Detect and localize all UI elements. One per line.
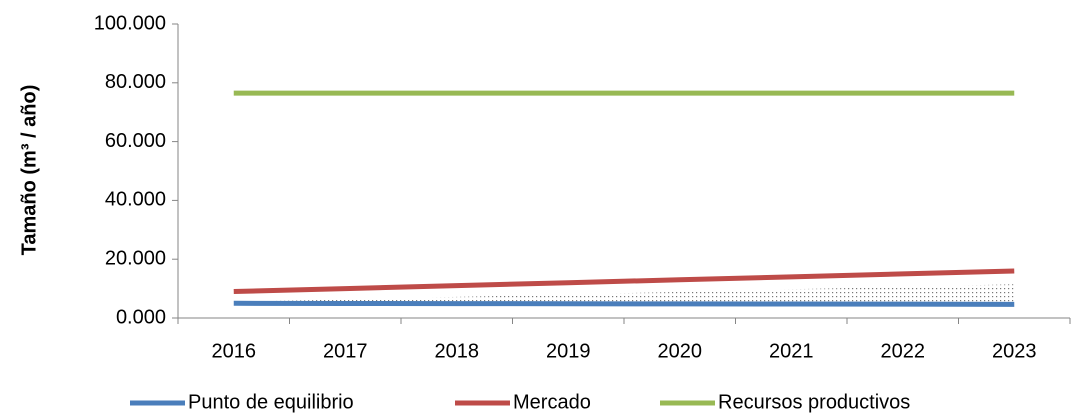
x-tick-label: 2019 xyxy=(546,340,591,362)
x-tick-label: 2016 xyxy=(212,340,257,362)
y-axis-title: Tamaño (m³ / año) xyxy=(18,85,40,256)
x-tick-label: 2023 xyxy=(992,340,1037,362)
y-tick-label: 40.000 xyxy=(105,189,166,211)
y-tick-label: 0.000 xyxy=(116,306,166,328)
area-band xyxy=(233,284,1015,305)
x-tick-label: 2022 xyxy=(881,340,926,362)
y-tick-label: 100.000 xyxy=(94,12,166,34)
y-tick-label: 20.000 xyxy=(105,247,166,269)
y-tick-label: 80.000 xyxy=(105,71,166,93)
x-tick-label: 2018 xyxy=(435,340,480,362)
legend-label: Punto de equilibrio xyxy=(188,391,354,413)
x-tick-label: 2020 xyxy=(658,340,703,362)
line-series xyxy=(233,268,1015,295)
x-tick-label: 2021 xyxy=(769,340,814,362)
y-tick-label: 60.000 xyxy=(105,130,166,152)
line-series xyxy=(233,300,1015,307)
legend-label: Mercado xyxy=(513,391,591,413)
legend-label: Recursos productivos xyxy=(718,391,910,413)
x-tick-label: 2017 xyxy=(323,340,368,362)
